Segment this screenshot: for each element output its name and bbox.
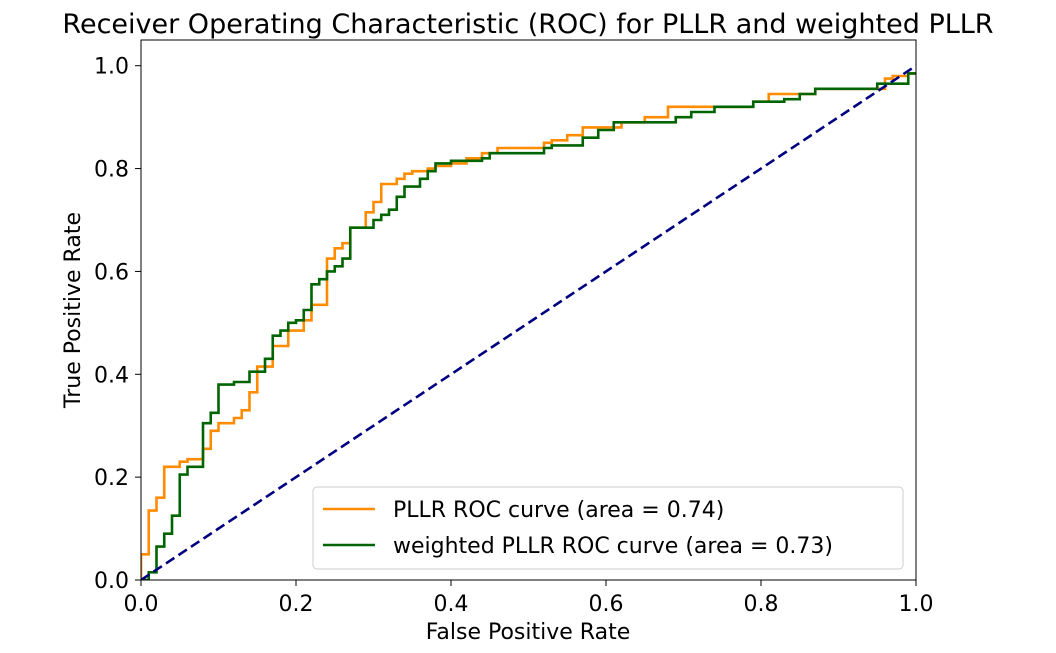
plot-frame: [140, 39, 917, 581]
plot-area: 0.0 0.2 0.4 0.6 0.8 1.0 0.0 0.2 0.4 0.6 0.8 1.0: [94, 39, 934, 617]
x-tick-label: 0.0: [124, 592, 159, 617]
diagonal-reference-line: [141, 64, 916, 580]
y-tick-label: 0.4: [94, 363, 129, 388]
legend-box: [312, 486, 904, 570]
series-line-1: [141, 72, 916, 580]
legend-entry: PLLR ROC curve (area = 0.74): [393, 498, 724, 523]
y-tick-label: 1.0: [94, 55, 129, 80]
y-tick-label: 0.6: [94, 260, 129, 285]
y-tick-label: 0.0: [94, 569, 129, 594]
x-axis-label: False Positive Rate: [426, 620, 630, 645]
x-tick-label: 1.0: [899, 592, 934, 617]
legend: PLLR ROC curve (area = 0.74) weighted PLL…: [312, 486, 904, 570]
x-tick-label: 0.8: [744, 592, 779, 617]
y-tick-label: 0.2: [94, 466, 129, 491]
series-line-2: [141, 72, 916, 580]
chart-title: Receiver Operating Characteristic (ROC) …: [62, 9, 993, 40]
x-tick-label: 0.4: [434, 592, 469, 617]
legend-entry: weighted PLLR ROC curve (area = 0.73): [393, 534, 833, 559]
y-axis-label: True Positive Rate: [61, 212, 86, 409]
y-tick-label: 0.8: [94, 158, 129, 183]
series-group: [141, 64, 916, 580]
x-tick-label: 0.2: [279, 592, 314, 617]
x-tick-label: 0.6: [589, 592, 624, 617]
